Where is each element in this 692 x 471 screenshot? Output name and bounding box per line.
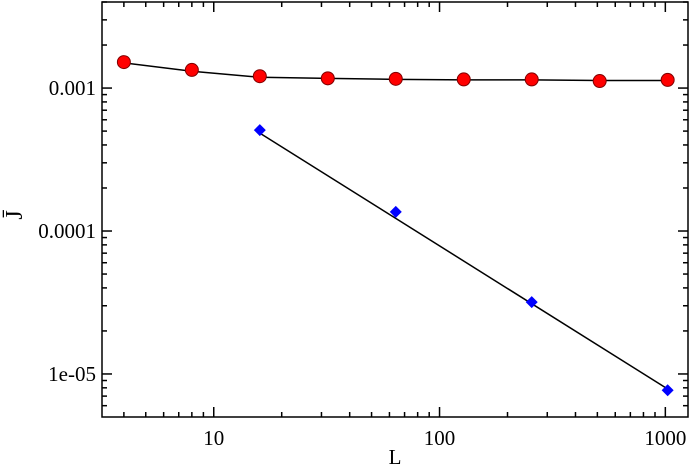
data-point [456,72,471,87]
x-tick-label: 10 [203,426,224,450]
data-point [592,74,607,89]
x-tick-label: 1000 [644,426,686,450]
y-tick-label: 1e-05 [48,362,96,386]
y-tick-label: 0.0001 [38,219,96,243]
data-point [660,72,675,87]
data-point [388,71,403,86]
data-point [116,55,131,70]
data-point [389,205,402,218]
data-point [252,69,267,84]
y-axis-label: J̄ [2,210,28,220]
plot-frame [101,1,689,418]
data-point [661,384,674,397]
data-point [525,296,538,309]
data-point [184,62,199,77]
x-axis-label: L [389,445,402,466]
data-point [320,71,335,86]
fit-line [259,132,669,390]
data-point [524,72,539,87]
data-point [253,124,266,137]
y-tick-label: 0.001 [49,76,96,100]
x-tick-label: 100 [424,426,456,450]
